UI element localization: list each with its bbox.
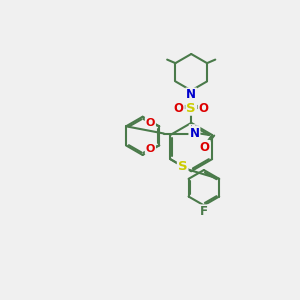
Text: O: O [199, 102, 208, 115]
Text: H: H [190, 125, 197, 135]
Text: O: O [146, 118, 155, 128]
Text: S: S [186, 102, 196, 115]
Text: F: F [200, 205, 208, 218]
Text: N: N [186, 88, 196, 101]
Text: N: N [190, 127, 200, 140]
Text: O: O [174, 102, 184, 115]
Text: O: O [200, 141, 210, 154]
Text: O: O [146, 144, 155, 154]
Text: S: S [178, 160, 188, 173]
